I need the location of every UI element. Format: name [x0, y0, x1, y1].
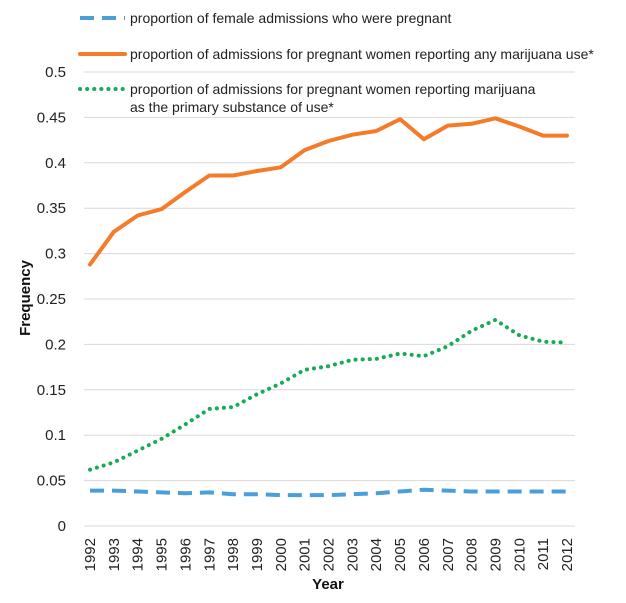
x-tick-label: 1995	[154, 538, 171, 571]
series-line-1	[88, 116, 569, 267]
series-group	[88, 116, 569, 498]
x-axis-ticks: 1992 1993 1994 1995 1996 1997 1998 1999 2000 2001…	[82, 538, 576, 571]
series-line-2	[88, 317, 569, 472]
y-axis-ticks: 0 0.05 0.1 0.15 0.2 0.25 0.3 0.35 0.4 0.45 0.5	[37, 64, 66, 535]
x-tick-label: 2003	[344, 538, 361, 571]
x-tick-label: 1997	[201, 538, 218, 571]
x-tick-label: 2002	[321, 538, 338, 571]
x-tick-label: 1993	[106, 538, 123, 571]
x-tick-label: 2006	[416, 538, 433, 571]
x-tick-label: 2007	[440, 538, 457, 571]
x-tick-label: 1998	[225, 538, 242, 571]
y-axis-label: Frequency	[17, 259, 34, 336]
y-tick-label: 0.1	[45, 427, 66, 444]
x-tick-label: 1992	[82, 538, 99, 571]
legend: proportion of female admissions who were…	[78, 10, 594, 115]
x-tick-label: 1996	[177, 538, 194, 571]
x-tick-label: 2000	[273, 538, 290, 571]
x-tick-label: 2005	[392, 538, 409, 571]
x-tick-label: 2011	[535, 538, 552, 570]
legend-label: proportion of female admissions who were…	[130, 10, 452, 26]
x-tick-label: 1999	[249, 538, 266, 571]
y-tick-label: 0.15	[37, 382, 66, 399]
y-tick-label: 0.5	[45, 64, 66, 81]
x-tick-label: 2008	[464, 538, 481, 571]
x-tick-label: 1994	[130, 538, 147, 571]
legend-label: proportion of admissions for pregnant wo…	[130, 81, 536, 97]
legend-label: proportion of admissions for pregnant wo…	[130, 46, 594, 62]
y-tick-label: 0.25	[37, 291, 66, 308]
x-axis-label: Year	[312, 576, 344, 593]
x-tick-label: 2009	[487, 538, 504, 571]
y-tick-label: 0.05	[37, 473, 66, 490]
y-tick-label: 0.45	[37, 109, 66, 126]
x-tick-label: 2004	[368, 538, 385, 571]
y-tick-label: 0.35	[37, 200, 66, 217]
x-tick-label: 2012	[559, 538, 576, 571]
series-line-0	[90, 487, 567, 498]
x-tick-label: 2001	[297, 538, 314, 571]
y-tick-label: 0	[58, 518, 66, 535]
y-tick-label: 0.3	[45, 246, 66, 263]
y-tick-label: 0.4	[45, 155, 66, 172]
legend-label: as the primary substance of use*	[130, 99, 334, 115]
x-tick-label: 2010	[511, 538, 528, 571]
y-tick-label: 0.2	[45, 336, 66, 353]
